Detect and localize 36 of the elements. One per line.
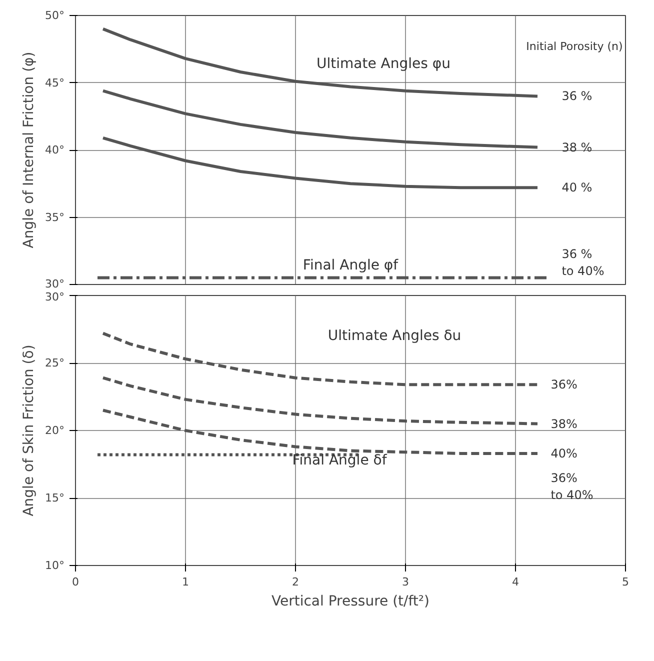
series-label: 38%	[550, 416, 578, 431]
series-label: 36 % to 40%	[562, 246, 604, 278]
x-tick-label: 5	[622, 576, 629, 588]
text: 36 %	[562, 89, 592, 104]
annotation: Ultimate Angles δu	[328, 328, 462, 344]
y-tick-label: 15°	[45, 492, 65, 504]
x-axis-title: Vertical Pressure (t/ft²)	[272, 594, 430, 610]
x-tick-label: 1	[182, 576, 189, 588]
y-axis-title: Angle of Skin Friction (δ)	[21, 344, 38, 516]
line-series	[102, 408, 539, 455]
y-tick-label: 20°	[45, 424, 65, 437]
y-tick-label: 50°	[45, 9, 65, 22]
line-series	[102, 136, 539, 190]
line-series	[102, 376, 539, 426]
series-label: 40%	[550, 446, 578, 460]
annotation: Final Angle φf	[302, 258, 400, 274]
x-tick-label: 3	[402, 576, 409, 588]
y-tick-label: 25°	[45, 356, 65, 370]
text: 36% to 40%	[550, 471, 594, 502]
y-tick-label: 30°	[45, 278, 65, 290]
x-tick-label: 2	[292, 576, 299, 588]
x-tick-label: 4	[512, 576, 519, 588]
text: 40 %	[562, 180, 592, 195]
series-label: 36%	[550, 378, 578, 392]
y-tick-label: 40°	[45, 144, 65, 156]
annotation: Final Angle δf	[292, 452, 388, 468]
line-series	[102, 89, 539, 149]
y-tick-label: 30°	[45, 290, 65, 304]
text: 38 %	[562, 140, 592, 154]
annotation: Ultimate Angles φu	[316, 56, 450, 72]
y-tick-label: 45°	[45, 76, 65, 90]
y-tick-label: 35°	[45, 210, 65, 224]
y-tick-label: 10°	[45, 559, 65, 572]
y-axis-title: Angle of Internal Friction (φ)	[21, 52, 38, 248]
x-tick-label: 0	[72, 576, 79, 588]
annotation: Initial Porosity (n)	[526, 40, 623, 54]
